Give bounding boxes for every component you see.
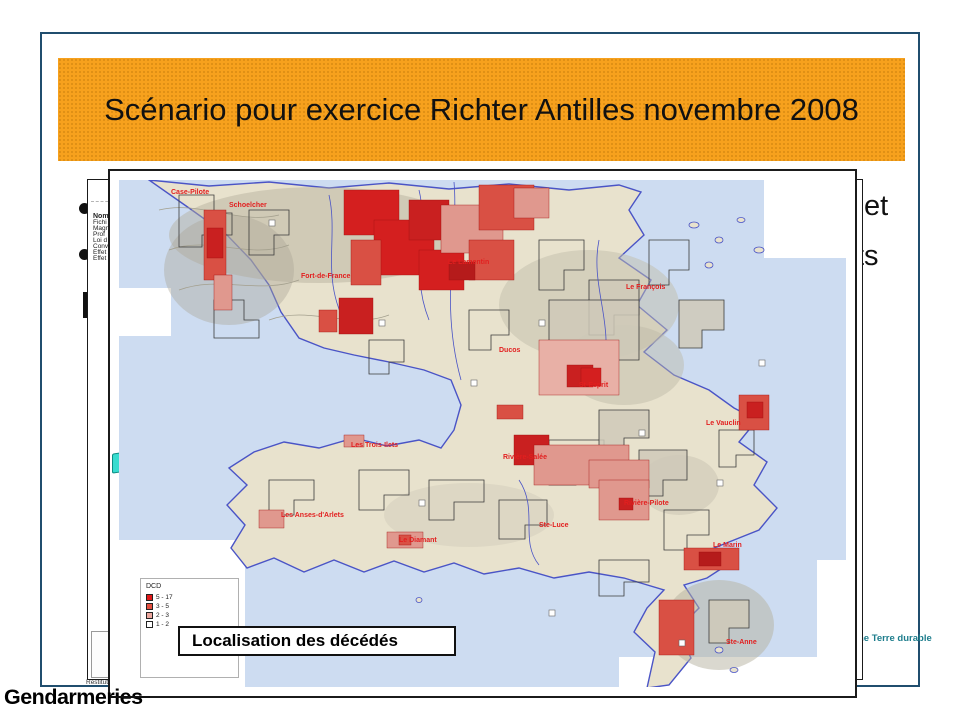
town-label: Le Vauclin [706,420,741,427]
restitution-caption: Restitut [86,679,109,686]
legend-item: 3 - 5 [146,603,238,610]
town-label: St-Esprit [579,382,609,389]
info-panel-line: Loi d [93,237,108,244]
info-panel-line: Fichi [93,219,107,226]
info-panel-line: Conv [93,243,109,250]
map-caption-box: Localisation des décédés [178,626,456,656]
martinique-map: Case-Pilote Schoelcher Fort-de-France Le La… [119,180,846,687]
bullet-text-fragment-1: et [864,190,889,222]
legend-label: 1 - 2 [156,621,170,628]
slide-title: Scénario pour exercice Richter Antilles … [104,91,859,127]
map-caption-text: Localisation des décédés [192,631,398,650]
legend-item: 1 - 2 [146,621,238,628]
town-label: Ste-Luce [539,522,569,529]
legend-swatch [146,621,153,628]
town-label: Le François [626,284,665,291]
divider [91,201,113,202]
town-label: Rivière-Salée [503,454,547,461]
legend-title: DCD [146,583,162,590]
town-label: Les Trois-Ilets [351,442,398,449]
info-panel-line: Effet [93,249,107,256]
town-label: Le Marin [713,542,742,549]
legend-swatch [146,594,153,601]
town-label: Le Diamant [399,537,437,544]
town-label: Ste-Anne [726,639,757,646]
bullet-icon [79,249,90,260]
islets [415,217,765,673]
town-label: Case-Pilote [171,189,209,196]
map-window: Case-Pilote Schoelcher Fort-de-France Le La… [108,169,857,698]
town-labels: Case-Pilote Schoelcher Fort-de-France Le La… [171,189,757,646]
legend-label: 3 - 5 [156,603,170,610]
info-panel-line: Prof [93,231,105,238]
info-panel-line: Effet [93,255,107,262]
town-label: Le Lamentin [448,259,489,266]
info-panel-line: Nom [93,213,109,220]
town-label: Schoelcher [229,202,267,209]
legend-swatch [146,603,153,610]
bullet-icon [79,203,90,214]
info-panel-text: Nom Fichi Magn Prof Loi d Conv Effet Effet [93,213,110,262]
bullet-text-fragment-3 [83,292,89,318]
town-label: Ducos [499,347,521,354]
town-label: Rivière-Pilote [624,500,669,507]
window-border-overlay [110,696,150,698]
legend-label: 5 - 17 [156,594,173,601]
terre-durable-logo-text: ne Terre durable [858,633,932,644]
legend-label: 2 - 3 [156,612,170,619]
town-label: Les Anses-d'Arlets [281,512,344,519]
legend-item: 2 - 3 [146,612,238,619]
legend-items: 5 - 17 3 - 5 2 - 3 1 - 2 [146,594,238,628]
info-panel-line: Magn [93,225,110,232]
legend-item: 5 - 17 [146,594,238,601]
census-markers [268,219,766,647]
town-label: Fort-de-France [301,273,351,280]
death-zones [203,184,770,656]
title-banner: Scénario pour exercice Richter Antilles … [58,58,905,161]
legend-swatch [146,612,153,619]
